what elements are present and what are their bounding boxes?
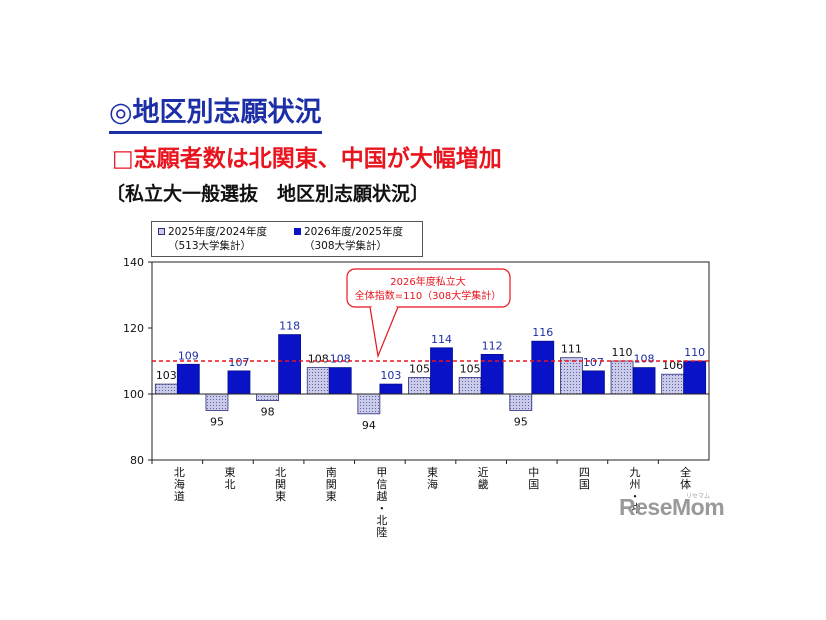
page-heading: ◎地区別志願状況 — [109, 96, 322, 134]
data-label-series-a: 95 — [210, 416, 224, 429]
x-tick-label: 関 — [275, 478, 286, 491]
bar-series-a — [661, 373, 685, 395]
y-tick-label: 120 — [123, 322, 144, 335]
x-tick-label: 州 — [630, 478, 641, 491]
bar-series-a — [154, 383, 178, 395]
x-tick-label: 甲 — [376, 466, 387, 479]
data-label-series-a: 106 — [662, 359, 683, 372]
x-tick-label: 北 — [174, 466, 185, 479]
x-tick-label: 沖 — [630, 502, 641, 515]
data-label-series-a: 94 — [362, 419, 376, 432]
x-tick-label: 近 — [478, 466, 489, 479]
bar-series-b — [379, 383, 403, 395]
x-tick-label: 北 — [376, 514, 387, 527]
bar-series-b — [683, 360, 707, 395]
data-label-series-b: 103 — [380, 369, 401, 382]
data-label-series-b: 108 — [634, 353, 655, 366]
data-label-series-a: 105 — [409, 363, 430, 376]
x-tick-label: ・ — [376, 502, 387, 515]
x-tick-label: 国 — [528, 478, 539, 491]
bar-series-a — [458, 377, 482, 395]
x-tick-label: 国 — [579, 478, 590, 491]
callout-line-2: 全体指数=110（308大学集計） — [355, 289, 502, 302]
x-tick-label: 全 — [680, 465, 691, 479]
data-label-series-a: 103 — [156, 369, 177, 382]
x-tick-label: 中 — [528, 466, 539, 479]
watermark-logo: ReseMom — [619, 494, 725, 520]
data-label-series-b: 112 — [482, 339, 503, 352]
x-tick-label: 海 — [427, 477, 438, 491]
x-tick-label: 南 — [326, 466, 337, 479]
bar-series-b — [632, 367, 656, 395]
bar-series-a — [306, 367, 330, 395]
data-label-series-b: 109 — [178, 349, 199, 362]
x-tick-label: 東 — [224, 466, 235, 479]
bar-series-b — [176, 363, 200, 395]
y-tick-label: 140 — [123, 256, 144, 269]
x-tick-label: 信 — [376, 478, 387, 491]
bar-series-a — [205, 393, 229, 411]
x-tick-label: 道 — [174, 489, 185, 503]
legend-note-series-a: （513大学集計） — [168, 240, 252, 252]
bar-series-a — [256, 393, 279, 401]
legend-label-series-b: 2026年度/2025年度 — [304, 226, 403, 238]
x-tick-label: 北 — [275, 466, 286, 479]
bar-series-b — [531, 340, 555, 395]
legend-item-series-a: 2025年度/2024年度 （513大学集計） — [158, 225, 267, 253]
x-tick-label: 海 — [174, 477, 185, 491]
data-label-series-a: 105 — [460, 363, 481, 376]
bar-series-a — [509, 393, 533, 411]
x-tick-label: ・ — [630, 490, 641, 503]
page-subheading: □志願者数は北関東、中国が大幅増加 — [112, 146, 502, 172]
callout-box — [346, 268, 511, 308]
bar-series-a — [560, 357, 583, 395]
data-label-series-b: 118 — [279, 320, 300, 333]
x-tick-label: 九 — [630, 466, 641, 479]
x-tick-label: 畿 — [478, 477, 489, 491]
data-label-series-b: 114 — [431, 333, 452, 346]
bar-series-b — [582, 370, 605, 395]
x-tick-label: 東 — [326, 490, 337, 503]
y-tick-label: 80 — [130, 454, 144, 467]
x-tick-label: 陸 — [376, 526, 387, 539]
data-label-series-a: 110 — [612, 346, 633, 359]
legend-item-series-b: 2026年度/2025年度 （308大学集計） — [294, 225, 403, 253]
bar-series-b — [278, 334, 301, 395]
data-label-series-b: 107 — [228, 356, 249, 369]
data-label-series-b: 108 — [330, 353, 351, 366]
callout-line-1: 2026年度私立大 — [390, 275, 465, 288]
bar-series-a — [357, 393, 381, 415]
x-tick-label: 東 — [427, 466, 438, 479]
legend-label-series-a: 2025年度/2024年度 — [168, 226, 267, 238]
legend-swatch-series-b — [294, 228, 301, 235]
bar-series-b — [227, 370, 251, 395]
chart-caption: 〔私立大一般選抜 地区別志願状況〕 — [106, 183, 430, 205]
data-label-series-a: 108 — [308, 353, 329, 366]
x-tick-label: 東 — [275, 490, 286, 503]
data-label-series-b: 110 — [684, 346, 705, 359]
bar-series-b — [328, 367, 352, 395]
data-label-series-a: 95 — [514, 416, 528, 429]
bar-series-a — [408, 377, 431, 395]
data-label-series-b: 116 — [532, 326, 553, 339]
legend-swatch-series-a — [158, 228, 165, 235]
legend-note-series-b: （308大学集計） — [304, 240, 388, 252]
bar-series-b — [430, 347, 453, 395]
data-label-series-b: 107 — [583, 356, 604, 369]
chart-legend: 2025年度/2024年度 （513大学集計） 2026年度/2025年度 （3… — [151, 221, 423, 257]
x-tick-label: 体 — [680, 477, 691, 491]
x-tick-label: 北 — [224, 478, 235, 491]
y-tick-label: 100 — [123, 388, 144, 401]
x-tick-label: 四 — [579, 466, 590, 479]
data-label-series-a: 111 — [561, 343, 582, 356]
data-label-series-a: 98 — [261, 406, 275, 419]
callout-pointer — [369, 306, 399, 359]
x-tick-label: 関 — [326, 478, 337, 491]
bar-series-a — [610, 360, 634, 395]
x-tick-label: 越 — [376, 489, 387, 503]
watermark-small-text: リセマム — [686, 493, 711, 500]
